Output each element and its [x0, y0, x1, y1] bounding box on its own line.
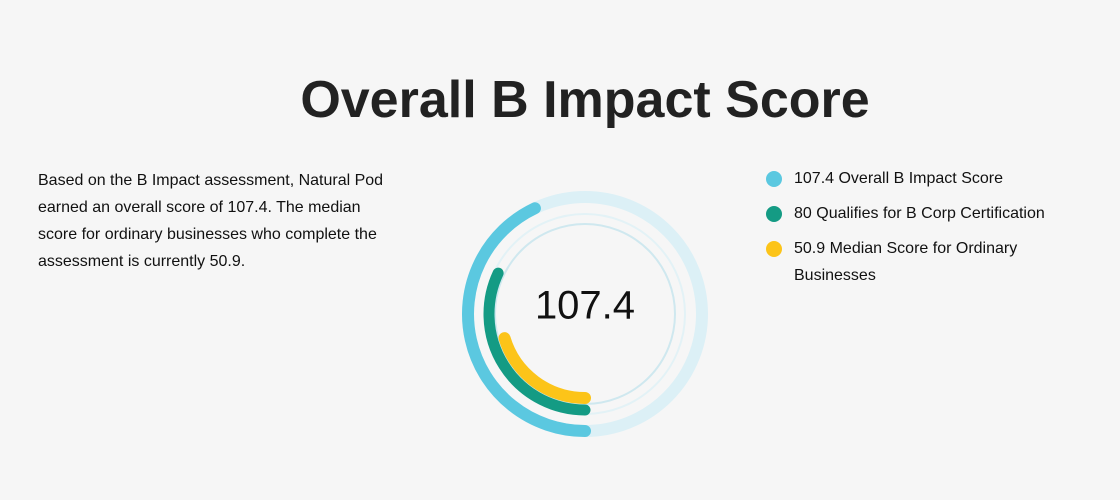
legend: 107.4 Overall B Impact Score 80 Qualifies… [766, 165, 1056, 297]
arc [483, 267, 591, 416]
legend-swatch [766, 241, 782, 257]
description: Based on the B Impact assessment, Natura… [38, 172, 384, 270]
page-title: Overall B Impact Score [300, 71, 870, 129]
legend-swatch [766, 206, 782, 222]
legend-label: 50.9 Median Score for Ordinary Businesse… [794, 240, 1018, 284]
center-value: 107.4 [535, 284, 635, 328]
legend-label: 80 Qualifies for B Corp Certification [794, 205, 1045, 222]
arc [462, 202, 591, 437]
legend-item: 80 Qualifies for B Corp Certification [766, 200, 1056, 227]
legend-label: 107.4 Overall B Impact Score [794, 170, 1003, 187]
legend-item: 107.4 Overall B Impact Score [766, 165, 1056, 192]
legend-swatch [766, 171, 782, 187]
legend-item: 50.9 Median Score for Ordinary Businesse… [766, 235, 1056, 289]
arc [498, 332, 591, 404]
